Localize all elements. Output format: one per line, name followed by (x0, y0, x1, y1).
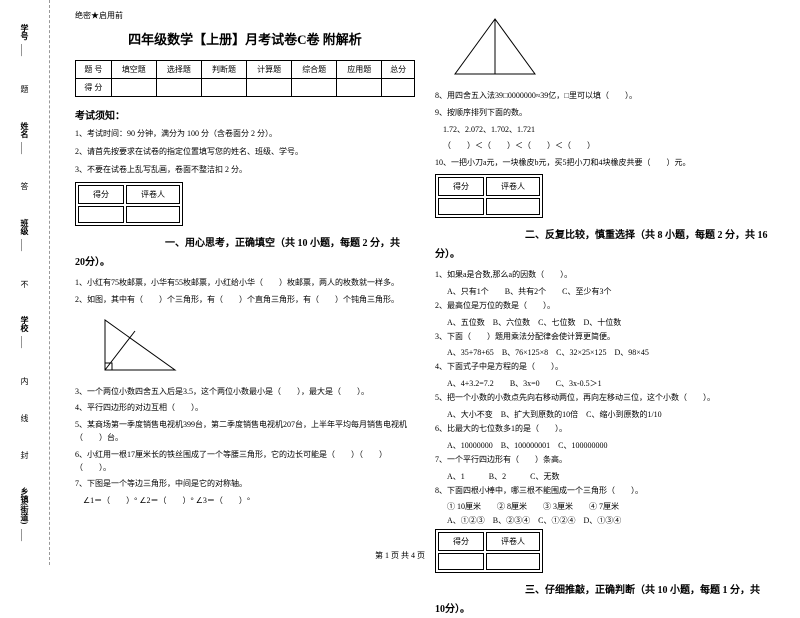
section3-title-suffix: 10分）。 (435, 602, 775, 618)
table-cell: 选择题 (156, 61, 201, 79)
binding-field-school: 学校___ (19, 316, 30, 348)
scorer-cell: 评卷人 (486, 177, 540, 196)
table-cell: 得 分 (76, 79, 112, 97)
binding-char: 答 (19, 182, 30, 190)
scorer-box: 得分 评卷人 (75, 182, 183, 226)
notice-title: 考试须知： (75, 107, 415, 122)
question-sub: （ ）＜（ ）＜（ ）＜（ ） (435, 140, 775, 153)
question: 3、下面（ ）题用乘法分配律会使计算更简便。 (435, 331, 775, 344)
table-cell: 判断题 (201, 61, 246, 79)
binding-char: 封 (19, 451, 30, 459)
options-row: A、①②③ B、②③④ C、①②④ D、①③④ (447, 515, 775, 526)
score-table: 题 号 填空题 选择题 判断题 计算题 综合题 应用题 总分 得 分 (75, 60, 415, 97)
table-cell: 填空题 (111, 61, 156, 79)
table-cell: 题 号 (76, 61, 112, 79)
question: 6、比最大的七位数多1的是（ ）。 (435, 423, 775, 436)
scorer-cell: 评卷人 (486, 532, 540, 551)
binding-char: 线 (19, 414, 30, 422)
section1-title: 一、用心思考，正确填空（共 10 小题，每题 2 分，共 (165, 234, 415, 249)
table-cell (382, 79, 415, 97)
content-area: 绝密★启用前 四年级数学【上册】月考试卷C卷 附解析 题 号 填空题 选择题 判… (50, 0, 800, 565)
table-cell (111, 79, 156, 97)
notice-item: 2、请首先按要求在试卷的指定位置填写您的姓名、班级、学号。 (75, 146, 415, 158)
right-column: 8、用四舍五入法39□0000000≈39亿，□里可以填（ ）。 9、按顺序排列… (425, 10, 785, 560)
secret-label: 绝密★启用前 (75, 10, 415, 21)
binding-field-town: 乡镇(街道)___ (19, 487, 30, 540)
scorer-cell: 得分 (438, 532, 484, 551)
table-cell: 应用题 (337, 61, 382, 79)
question: 1、如果a是合数,那么a的因数（ ）。 (435, 269, 775, 282)
page-container: 学号___ 题 姓名___ 答 班级___ 不 学校___ 内 线 封 乡镇(街… (0, 0, 800, 565)
question: 10、一把小刀a元，一块橡皮b元，买5把小刀和4块橡皮共要（ ）元。 (435, 157, 775, 170)
table-cell: 计算题 (247, 61, 292, 79)
options-row: A、35+78+65 B、76×125×8 C、32×25×125 D、98×4… (447, 347, 775, 358)
options-row: A、大小不变 B、扩大到原数的10倍 C、缩小到原数的1/10 (447, 409, 775, 420)
question: 6、小红用一根17厘米长的铁丝围成了一个等腰三角形，它的边长可能是（ ）（ ）（… (75, 449, 415, 475)
binding-char: 题 (19, 85, 30, 93)
table-cell (292, 79, 337, 97)
exam-title: 四年级数学【上册】月考试卷C卷 附解析 (75, 29, 415, 48)
question: 4、下面式子中是方程的是（ ）。 (435, 361, 775, 374)
question-sub: ∠1＝（ ）° ∠2＝（ ）° ∠3＝（ ）° (75, 495, 415, 508)
question: 8、用四舍五入法39□0000000≈39亿，□里可以填（ ）。 (435, 90, 775, 103)
scorer-cell: 得分 (78, 185, 124, 204)
table-cell (337, 79, 382, 97)
question: 1、小红有75枚邮票，小华有55枚邮票，小红给小华（ ）枚邮票，两人的枚数就一样… (75, 277, 415, 290)
table-cell (201, 79, 246, 97)
question-sub: 1.72、2.072、1.702、1.721 (435, 124, 775, 137)
options-row: A、10000000 B、100000001 C、100000000 (447, 440, 775, 451)
options-row: A、只有1个 B、共有2个 C、至少有3个 (447, 286, 775, 297)
notice-item: 3、不要在试卷上乱写乱画，卷面不整洁扣 2 分。 (75, 164, 415, 176)
question: 4、平行四边形的对边互相（ ）。 (75, 402, 415, 415)
section1-title-suffix: 20分）。 (75, 255, 415, 271)
question: 8、下面四根小棒中，哪三根不能围成一个三角形（ ）。 (435, 485, 775, 498)
isosceles-triangle-icon (445, 14, 545, 84)
section2-title-suffix: 分）。 (435, 247, 775, 263)
section3-title: 三、仔细推敲，正确判断（共 10 小题，每题 1 分，共 (525, 581, 775, 596)
question: 2、如图，其中有（ ）个三角形，有（ ）个直角三角形，有（ ）个钝角三角形。 (75, 294, 415, 307)
table-cell: 总分 (382, 61, 415, 79)
question: 5、某商场第一季度销售电视机399台，第二季度销售电视机207台，上半年平均每月… (75, 419, 415, 445)
scorer-cell: 评卷人 (126, 185, 180, 204)
question: 2、最高位是万位的数是（ ）。 (435, 300, 775, 313)
table-row: 题 号 填空题 选择题 判断题 计算题 综合题 应用题 总分 (76, 61, 415, 79)
question: 3、一个两位小数四舍五入后是3.5，这个两位小数最小是（ ），最大是（ ）。 (75, 386, 415, 399)
table-cell: 综合题 (292, 61, 337, 79)
question: 9、按顺序排列下面的数。 (435, 107, 775, 120)
table-cell (156, 79, 201, 97)
question: 7、下图是一个等边三角形，中间是它的对称轴。 (75, 478, 415, 491)
table-cell (247, 79, 292, 97)
binding-field-class: 班级___ (19, 219, 30, 251)
binding-char: 内 (19, 377, 30, 385)
binding-field-name: 姓名___ (19, 122, 30, 154)
scorer-box: 得分 评卷人 (435, 174, 543, 218)
left-column: 绝密★启用前 四年级数学【上册】月考试卷C卷 附解析 题 号 填空题 选择题 判… (65, 10, 425, 560)
options-row: A、1 B、2 C、无数 (447, 471, 775, 482)
question: 5、把一个小数的小数点先向右移动两位，再向左移动三位，这个小数（ ）。 (435, 392, 775, 405)
options-row: A、五位数 B、六位数 C、七位数 D、十位数 (447, 317, 775, 328)
right-triangle-icon (95, 315, 185, 380)
section2-title: 二、反复比较，慎重选择（共 8 小题，每题 2 分，共 16 (525, 226, 775, 241)
binding-margin: 学号___ 题 姓名___ 答 班级___ 不 学校___ 内 线 封 乡镇(街… (0, 0, 50, 565)
binding-field-xuehao: 学号___ (19, 24, 30, 56)
binding-char: 不 (19, 280, 30, 288)
options-row: ① 10厘米 ② 8厘米 ③ 3厘米 ④ 7厘米 (447, 501, 775, 512)
notice-item: 1、考试时间：90 分钟，满分为 100 分（含卷面分 2 分）。 (75, 128, 415, 140)
table-row: 得 分 (76, 79, 415, 97)
options-row: A、4+3.2=7.2 B、3x=0 C、3x-0.5＞1 (447, 378, 775, 389)
scorer-cell: 得分 (438, 177, 484, 196)
page-footer: 第 1 页 共 4 页 (0, 550, 800, 561)
question: 7、一个平行四边形有（ ）条高。 (435, 454, 775, 467)
